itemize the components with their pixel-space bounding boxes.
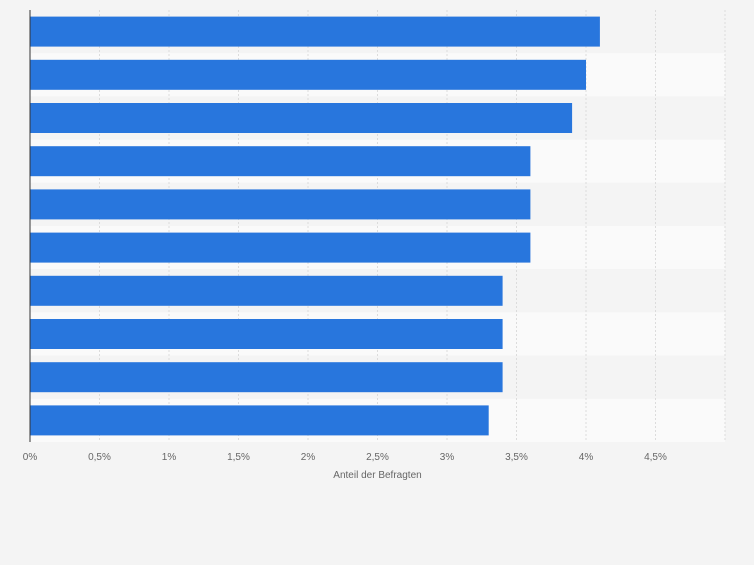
x-tick-label: 4%	[579, 452, 594, 463]
bar	[30, 16, 600, 47]
bar	[30, 189, 531, 220]
x-tick-label: 0%	[23, 452, 38, 463]
x-tick-label: 1,5%	[227, 452, 250, 463]
bar	[30, 232, 531, 263]
x-tick-labels: 0% 0,5% 1% 1,5% 2% 2,5% 3% 3,5% 4% 4,5%	[23, 452, 667, 463]
x-tick-label: 3,5%	[505, 452, 528, 463]
x-tick-label: 4,5%	[644, 452, 667, 463]
x-tick-label: 2,5%	[366, 452, 389, 463]
x-tick-label: 1%	[162, 452, 177, 463]
bar	[30, 146, 531, 177]
bar	[30, 103, 573, 133]
bar	[30, 275, 503, 306]
bar	[30, 59, 586, 90]
x-tick-label: 0,5%	[88, 452, 111, 463]
bars-group	[30, 16, 600, 436]
x-tick-label: 3%	[440, 452, 455, 463]
x-tick-label: 2%	[301, 452, 316, 463]
bar	[30, 362, 503, 393]
bar	[30, 405, 489, 436]
x-axis-label: Anteil der Befragten	[333, 470, 421, 481]
bar	[30, 319, 503, 349]
